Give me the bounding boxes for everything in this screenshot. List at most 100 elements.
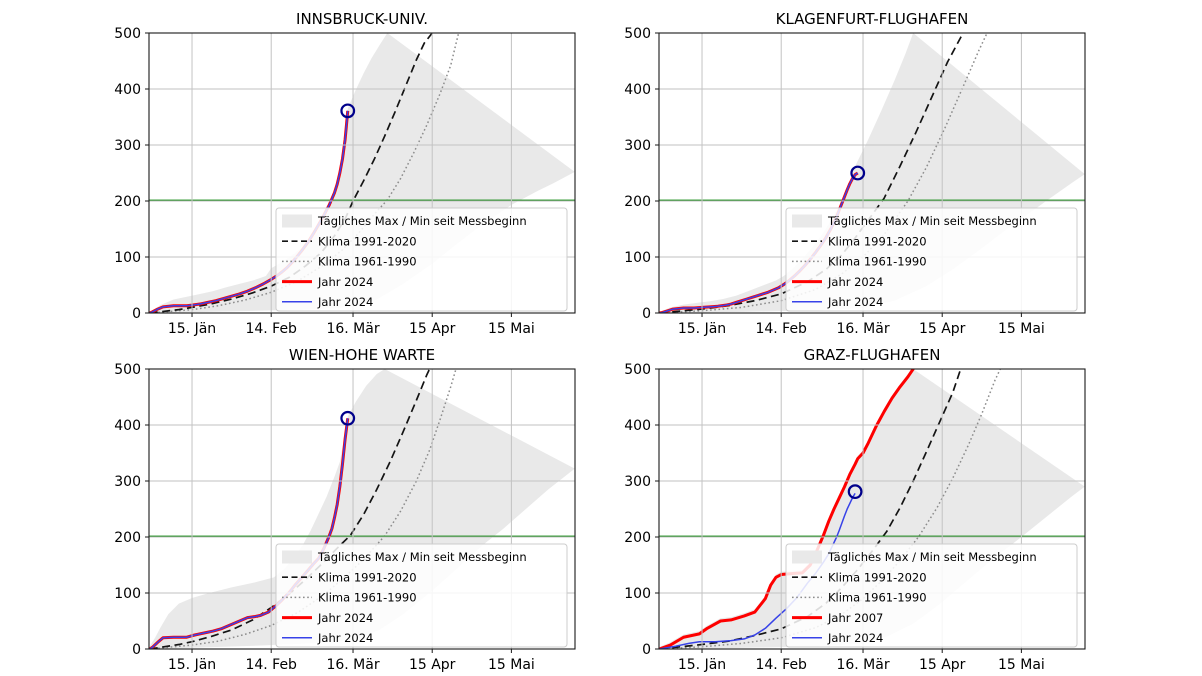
y-tick-label: 500 bbox=[114, 26, 141, 42]
y-tick-label: 0 bbox=[642, 306, 651, 322]
legend-label: Jahr 2024 bbox=[317, 631, 373, 645]
latest-value-marker bbox=[340, 103, 356, 119]
x-tick-label: 15. Jän bbox=[678, 657, 726, 673]
max-min-band bbox=[149, 33, 575, 313]
legend-label: Tägliches Max / Min seit Messbeginn bbox=[827, 550, 1037, 564]
x-tick-label: 15. Jän bbox=[168, 657, 216, 673]
klima-1961-1990-line bbox=[149, 369, 457, 649]
y-tick-label: 400 bbox=[114, 82, 141, 98]
legend-label: Jahr 2024 bbox=[827, 631, 883, 645]
chart-title: WIEN-HOHE WARTE bbox=[289, 346, 435, 364]
max-min-band bbox=[149, 369, 575, 649]
legend-band-swatch bbox=[792, 550, 822, 564]
legend-label: Tägliches Max / Min seit Messbeginn bbox=[827, 214, 1037, 228]
max-min-band bbox=[659, 369, 1085, 649]
y-tick-label: 400 bbox=[624, 418, 651, 434]
y-tick-label: 300 bbox=[114, 138, 141, 154]
y-tick-label: 500 bbox=[624, 26, 651, 42]
legend-label: Klima 1961-1990 bbox=[318, 255, 417, 269]
axes-spines bbox=[148, 368, 576, 650]
y-tick-label: 300 bbox=[114, 474, 141, 490]
tick-labels: 15. Jän 14. Feb 16. Mär 15 Apr 15 Mai 0 100 200… bbox=[624, 362, 1045, 673]
x-tick-label: 16. Mär bbox=[326, 321, 379, 337]
y-tick-label: 200 bbox=[624, 530, 651, 546]
klima-1961-1990-line bbox=[149, 33, 460, 313]
axes-spines bbox=[658, 368, 1086, 650]
y-tick-label: 0 bbox=[132, 642, 141, 658]
legend-label: Tägliches Max / Min seit Messbeginn bbox=[317, 550, 527, 564]
y-tick-label: 200 bbox=[624, 194, 651, 210]
latest-value-marker bbox=[340, 410, 356, 426]
chart-klagenfurt: 15. Jän 14. Feb 16. Mär 15 Apr 15 Mai 0 100 200… bbox=[624, 10, 1086, 337]
legend-band-swatch bbox=[282, 550, 312, 564]
legend-label: Klima 1961-1990 bbox=[828, 255, 927, 269]
year-blue-line bbox=[659, 172, 859, 313]
chart-innsbruck: 15. Jän 14. Feb 16. Mär 15 Apr 15 Mai 0 100 200… bbox=[114, 10, 576, 337]
latest-value-marker bbox=[850, 165, 866, 181]
klima-1991-2020-line bbox=[659, 369, 962, 649]
x-tick-label: 14. Feb bbox=[755, 657, 807, 673]
x-tick-label: 16. Mär bbox=[836, 657, 889, 673]
legend-label: Klima 1961-1990 bbox=[828, 591, 927, 605]
legend-label: Klima 1961-1990 bbox=[318, 591, 417, 605]
axes-spines bbox=[148, 32, 576, 314]
chart-title: GRAZ-FLUGHAFEN bbox=[804, 346, 941, 364]
klima-1991-2020-line bbox=[149, 369, 431, 649]
x-tick-label: 15 Mai bbox=[488, 657, 535, 673]
y-tick-label: 200 bbox=[114, 194, 141, 210]
chart-graz: 15. Jän 14. Feb 16. Mär 15 Apr 15 Mai 0 100 200… bbox=[624, 346, 1086, 673]
axes-spines bbox=[658, 32, 1086, 314]
y-tick-label: 400 bbox=[624, 82, 651, 98]
x-tick-label: 16. Mär bbox=[836, 321, 889, 337]
y-tick-label: 0 bbox=[642, 642, 651, 658]
y-tick-label: 300 bbox=[624, 474, 651, 490]
y-tick-label: 100 bbox=[114, 250, 141, 266]
x-tick-label: 15. Jän bbox=[678, 321, 726, 337]
y-tick-label: 500 bbox=[114, 362, 141, 378]
legend-label: Jahr 2024 bbox=[317, 611, 373, 625]
klima-1961-1990-line bbox=[659, 369, 1001, 649]
x-tick-label: 14. Feb bbox=[245, 321, 297, 337]
chart-wien: 15. Jän 14. Feb 16. Mär 15 Apr 15 Mai 0 100 200… bbox=[114, 346, 576, 673]
x-tick-label: 15 Mai bbox=[998, 657, 1045, 673]
legend-band-swatch bbox=[282, 214, 312, 228]
legend: Tägliches Max / Min seit Messbeginn Klima… bbox=[785, 207, 1078, 312]
legend: Tägliches Max / Min seit Messbeginn Klima… bbox=[275, 207, 568, 312]
tick-labels: 15. Jän 14. Feb 16. Mär 15 Apr 15 Mai 0 100 200… bbox=[624, 26, 1045, 337]
legend-label: Jahr 2024 bbox=[317, 275, 373, 289]
x-tick-label: 14. Feb bbox=[755, 321, 807, 337]
legend-frame bbox=[275, 207, 568, 312]
legend-band-swatch bbox=[792, 214, 822, 228]
x-tick-label: 15 Apr bbox=[919, 657, 966, 673]
tick-labels: 15. Jän 14. Feb 16. Mär 15 Apr 15 Mai 0 100 200… bbox=[114, 362, 535, 673]
y-tick-label: 300 bbox=[624, 138, 651, 154]
legend-frame bbox=[275, 543, 568, 648]
y-tick-label: 200 bbox=[114, 530, 141, 546]
legend-label: Klima 1991-2020 bbox=[318, 234, 417, 248]
y-tick-label: 500 bbox=[624, 362, 651, 378]
x-tick-label: 15 Apr bbox=[409, 657, 456, 673]
x-tick-label: 15. Jän bbox=[168, 321, 216, 337]
legend-label: Jahr 2007 bbox=[827, 611, 883, 625]
y-tick-label: 0 bbox=[132, 306, 141, 322]
legend-label: Klima 1991-2020 bbox=[318, 570, 417, 584]
tick-labels: 15. Jän 14. Feb 16. Mär 15 Apr 15 Mai 0 100 200… bbox=[114, 26, 535, 337]
legend: Tägliches Max / Min seit Messbeginn Klima… bbox=[785, 543, 1078, 648]
grid bbox=[149, 33, 575, 313]
x-tick-label: 14. Feb bbox=[245, 657, 297, 673]
y-tick-label: 100 bbox=[114, 586, 141, 602]
latest-value-marker bbox=[847, 484, 863, 500]
chart-title: KLAGENFURT-FLUGHAFEN bbox=[776, 10, 969, 28]
legend-label: Klima 1991-2020 bbox=[828, 234, 927, 248]
legend-label: Jahr 2024 bbox=[317, 295, 373, 309]
y-tick-label: 400 bbox=[114, 418, 141, 434]
x-tick-label: 15 Apr bbox=[919, 321, 966, 337]
legend-label: Klima 1991-2020 bbox=[828, 570, 927, 584]
x-tick-label: 16. Mär bbox=[326, 657, 379, 673]
chart-title: INNSBRUCK-UNIV. bbox=[296, 10, 428, 28]
legend-frame bbox=[785, 207, 1078, 312]
legend-label: Jahr 2024 bbox=[827, 275, 883, 289]
legend-label: Tägliches Max / Min seit Messbeginn bbox=[317, 214, 527, 228]
